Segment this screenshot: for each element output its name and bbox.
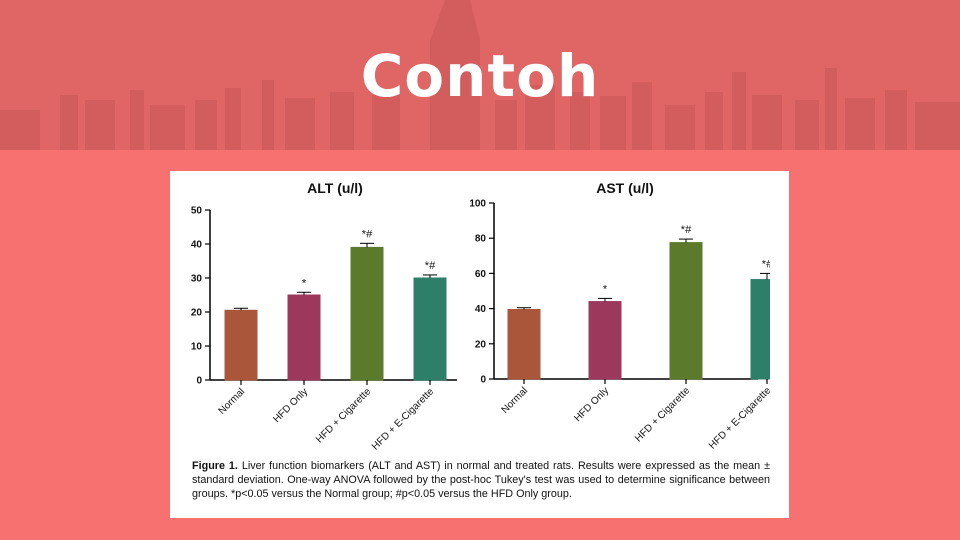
alt-x-tick-label: HFD + Cigarette: [314, 386, 373, 445]
ast-x-tick-label: HFD Only: [572, 385, 611, 424]
ast-bar: [750, 279, 784, 380]
ast-significance-label: *#: [681, 224, 692, 236]
alt-significance-label: *: [302, 277, 307, 289]
alt-significance-label: *#: [362, 228, 373, 240]
ast-chart-title: AST (u/l): [596, 180, 654, 196]
alt-significance-label: *#: [425, 260, 436, 272]
ast-significance-label: *#: [762, 258, 770, 270]
alt-chart-svg: ALT (u/l) 0 10 20 30 40 50 Normal * HFD Only *# HFD…: [191, 180, 457, 452]
ast-y-tick-label: 0: [480, 375, 486, 386]
ast-x-tick-label: HFD + Cigarette: [633, 385, 692, 444]
ast-x-tick-label: Normal: [500, 385, 531, 416]
alt-bar: [224, 309, 258, 381]
alt-y-tick-label: 10: [191, 342, 203, 353]
figure-caption: Figure 1. Liver function biomarkers (ALT…: [192, 459, 770, 501]
ast-x-tick-label: HFD + E-Cigarette: [707, 385, 770, 451]
alt-y-tick-label: 0: [196, 376, 202, 387]
alt-chart: ALT (u/l) 0 10 20 30 40 50 Normal * HFD Only *# HFD…: [170, 171, 460, 461]
ast-chart-svg: AST (u/l) 0 20 40 60 80 100 Normal * HFD Only *# HF…: [469, 180, 784, 451]
ast-significance-label: *: [603, 283, 608, 295]
alt-bar: [287, 294, 321, 381]
ast-bar: [669, 242, 703, 380]
caption-text: Liver function biomarkers (ALT and AST) …: [192, 460, 771, 500]
alt-y-tick-label: 40: [191, 240, 203, 251]
city-skyline-image: [0, 0, 960, 150]
ast-y-tick-label: 40: [475, 304, 487, 315]
header-banner: Contoh: [0, 0, 960, 150]
ast-y-tick-label: 100: [469, 199, 486, 210]
slide-title: Contoh: [360, 42, 600, 110]
alt-bar: [350, 246, 384, 381]
alt-chart-title: ALT (u/l): [307, 180, 363, 196]
ast-y-tick-label: 20: [475, 339, 487, 350]
alt-y-tick-label: 20: [191, 308, 203, 319]
ast-y-tick-label: 80: [475, 234, 487, 245]
alt-y-tick-label: 30: [191, 274, 203, 285]
alt-y-tick-label: 50: [191, 206, 203, 217]
alt-x-tick-label: HFD + E-Cigarette: [370, 386, 436, 452]
alt-bar: [413, 277, 447, 381]
ast-y-tick-label: 60: [475, 269, 487, 280]
alt-x-tick-label: HFD Only: [271, 386, 310, 425]
ast-chart: AST (u/l) 0 20 40 60 80 100 Normal * HFD Only *# HF…: [460, 171, 784, 461]
ast-bar: [507, 308, 541, 380]
caption-label: Figure 1.: [192, 460, 238, 472]
figure-panel: ALT (u/l) 0 10 20 30 40 50 Normal * HFD Only *# HFD…: [170, 171, 789, 518]
ast-bar: [588, 301, 622, 380]
alt-x-tick-label: Normal: [217, 386, 248, 417]
